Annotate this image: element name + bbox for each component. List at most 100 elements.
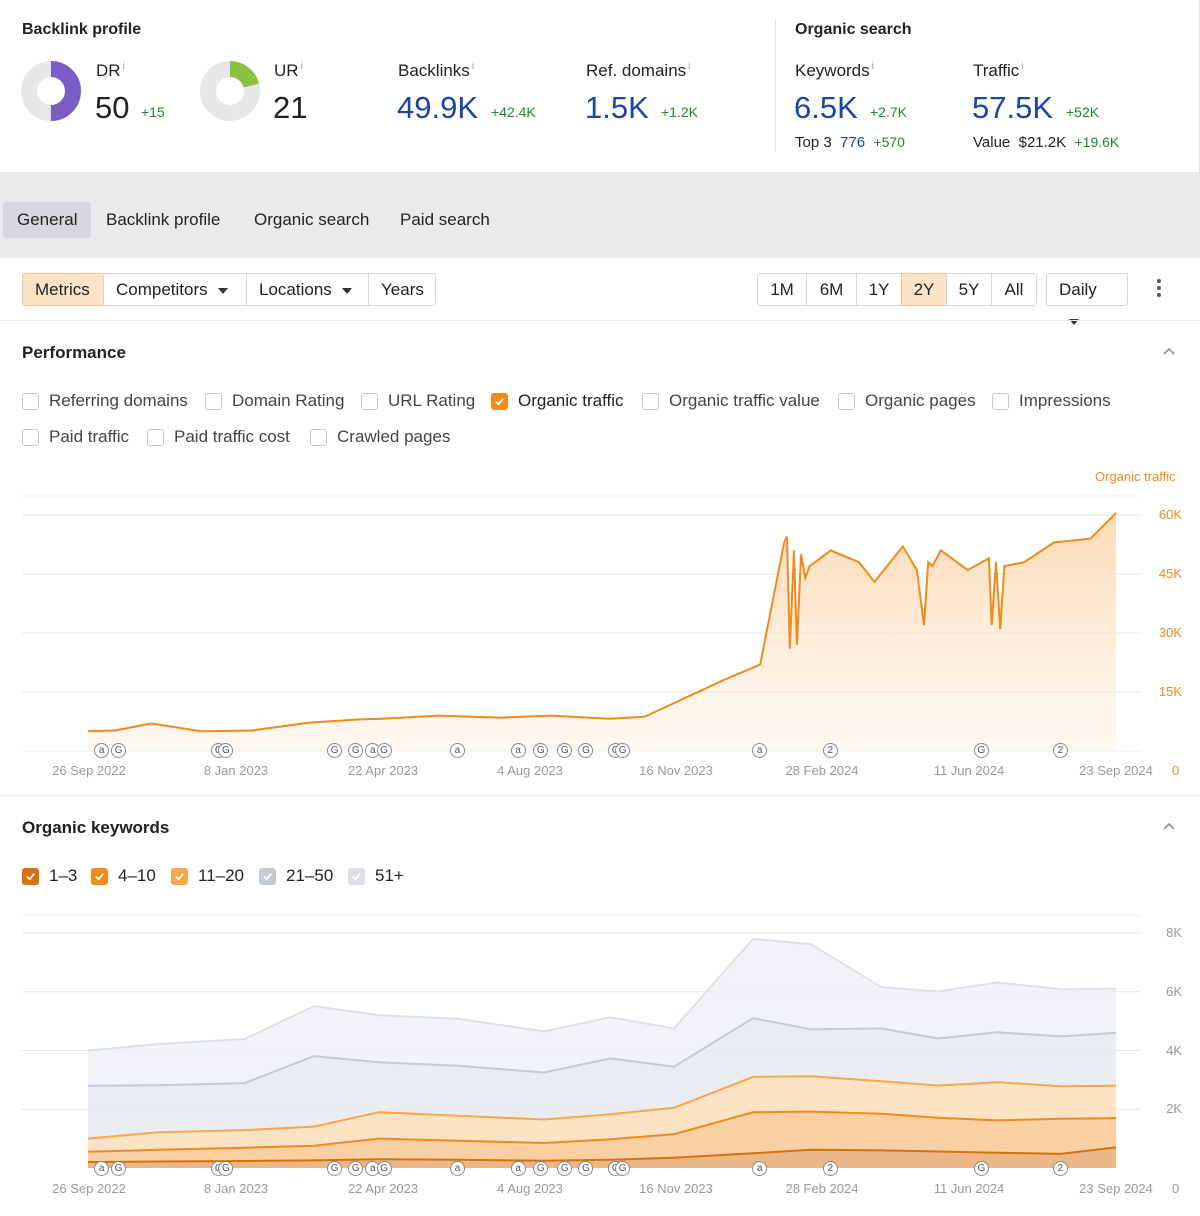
tab-paid-search[interactable]: Paid search <box>400 210 490 229</box>
keywords-value[interactable]: 6.5K <box>794 90 858 125</box>
annotation-ahrefs-icon: a <box>449 1161 465 1176</box>
series-line-4 <box>87 1017 1117 1087</box>
legend-item-1[interactable]: 1–3 <box>22 866 77 886</box>
tab-general[interactable]: General <box>3 202 92 238</box>
annotation-google-icon: G <box>973 743 989 758</box>
chevron-up-icon[interactable] <box>1162 344 1176 358</box>
checkbox-url-rating[interactable]: URL Rating <box>361 391 475 411</box>
info-icon[interactable]: i <box>1021 61 1024 73</box>
checkbox-organic-pages[interactable]: Organic pages <box>838 391 976 411</box>
traffic-value[interactable]: 57.5K <box>972 90 1054 125</box>
range-6m-button[interactable]: 6M <box>806 273 857 306</box>
checkbox-checked-icon[interactable] <box>259 867 276 885</box>
info-icon[interactable]: i <box>122 61 125 73</box>
series-area-3 <box>88 1076 1116 1152</box>
info-icon[interactable]: i <box>300 61 303 73</box>
checkbox-icon[interactable] <box>22 428 39 446</box>
legend-item-2[interactable]: 4–10 <box>91 866 156 886</box>
backlinks-label[interactable]: Backlinks i <box>398 61 475 80</box>
x-tick-label: 23 Sep 2024 <box>1079 1181 1153 1196</box>
checkbox-icon[interactable] <box>147 428 164 446</box>
checkbox-checked-icon[interactable] <box>91 867 108 885</box>
checkbox-referring-domains[interactable]: Referring domains <box>22 391 188 411</box>
checkbox-checked-icon[interactable] <box>22 867 39 885</box>
checkbox-checked-icon[interactable] <box>171 867 188 885</box>
checkbox-icon[interactable] <box>22 392 39 410</box>
dr-label[interactable]: DR i <box>96 61 125 80</box>
range-5y-button[interactable]: 5Y <box>946 273 992 306</box>
annotation-google-icon: G <box>376 743 392 758</box>
x-tick-label: 23 Sep 2024 <box>1079 763 1153 778</box>
x-tick-label: 8 Jan 2023 <box>203 763 269 778</box>
ref-domains-label[interactable]: Ref. domains i <box>586 61 691 80</box>
checkbox-paid-traffic[interactable]: Paid traffic <box>22 427 129 447</box>
range-1y-button[interactable]: 1Y <box>856 273 902 306</box>
tab-organic-search[interactable]: Organic search <box>254 210 370 229</box>
range-1m-button[interactable]: 1M <box>757 273 807 306</box>
legend-label: 11–20 <box>198 866 245 885</box>
checkbox-paid-traffic-cost[interactable]: Paid traffic cost <box>147 427 290 447</box>
series-line-5 <box>87 937 1117 1052</box>
x-tick-label: 8 Jan 2023 <box>203 1181 269 1196</box>
checkbox-organic-traffic[interactable]: Organic traffic <box>491 391 624 411</box>
checkbox-checked-icon[interactable] <box>348 867 365 885</box>
dr-delta: +15 <box>141 104 165 120</box>
series-area-5 <box>88 938 1116 1086</box>
checkbox-icon[interactable] <box>205 392 222 410</box>
traffic-label[interactable]: Traffic i <box>973 61 1024 80</box>
top3-value[interactable]: 776 <box>840 134 866 151</box>
more-options-icon[interactable] <box>1153 279 1165 301</box>
backlinks-value[interactable]: 49.9K <box>397 90 479 125</box>
checkbox-icon[interactable] <box>642 392 659 410</box>
legend-item-3[interactable]: 11–20 <box>171 866 244 886</box>
range-all-button[interactable]: All <box>991 273 1037 306</box>
tab-backlink-profile[interactable]: Backlink profile <box>106 210 221 229</box>
checkbox-crawled-pages[interactable]: Crawled pages <box>310 427 450 447</box>
top3-delta: +570 <box>873 134 905 150</box>
organic-traffic-chart[interactable] <box>0 490 1200 760</box>
legend-item-5[interactable]: 51+ <box>348 866 404 886</box>
checkbox-label: Crawled pages <box>337 427 451 446</box>
granularity-dropdown[interactable]: Daily <box>1046 273 1128 325</box>
series-area-1 <box>88 1147 1116 1168</box>
ur-label[interactable]: UR i <box>274 61 303 80</box>
checkbox-checked-icon[interactable] <box>491 392 508 410</box>
divider <box>775 20 776 152</box>
series-line-3 <box>87 1075 1117 1140</box>
years-button[interactable]: Years <box>368 273 436 306</box>
organic-keywords-title: Organic keywords <box>22 818 170 837</box>
info-icon[interactable]: i <box>688 61 691 73</box>
checkbox-icon[interactable] <box>361 392 378 410</box>
checkbox-domain-rating[interactable]: Domain Rating <box>205 391 344 411</box>
annotation-google-icon: G <box>973 1161 989 1176</box>
top3-line: Top 3 776 +570 <box>795 134 905 151</box>
annotation-google-icon: G <box>533 1161 549 1176</box>
metrics-button[interactable]: Metrics <box>22 273 104 306</box>
y-tick-zero: 0 <box>1172 763 1180 778</box>
checkbox-organic-traffic-value[interactable]: Organic traffic value <box>642 391 820 411</box>
locations-dropdown[interactable]: Locations <box>246 273 369 306</box>
x-tick-label: 16 Nov 2023 <box>639 1181 713 1196</box>
x-tick-label: 4 Aug 2023 <box>497 1181 563 1196</box>
annotation-google-icon: G <box>578 1161 594 1176</box>
legend-item-4[interactable]: 21–50 <box>259 866 333 886</box>
backlink-profile-title: Backlink profile <box>22 21 142 38</box>
annotation-google-icon: G <box>615 743 631 758</box>
annotation-note-icon: 2 <box>1052 1161 1068 1176</box>
keywords-label[interactable]: Keywords i <box>795 61 874 80</box>
annotation-google-icon: G <box>557 1161 573 1176</box>
checkbox-impressions[interactable]: Impressions <box>992 391 1111 411</box>
organic-keywords-chart[interactable] <box>0 910 1200 1170</box>
annotation-ahrefs-icon: a <box>752 743 768 758</box>
ref-domains-value[interactable]: 1.5K <box>585 90 649 125</box>
info-icon[interactable]: i <box>871 61 874 73</box>
checkbox-icon[interactable] <box>310 428 327 446</box>
checkbox-icon[interactable] <box>992 392 1009 410</box>
info-icon[interactable]: i <box>471 61 475 73</box>
x-tick-label: 22 Apr 2023 <box>347 763 419 778</box>
checkbox-icon[interactable] <box>838 392 855 410</box>
competitors-dropdown[interactable]: Competitors <box>103 273 247 306</box>
annotation-ahrefs-icon: a <box>510 1161 526 1176</box>
range-2y-button[interactable]: 2Y <box>901 273 947 306</box>
chevron-up-icon[interactable] <box>1162 819 1176 833</box>
